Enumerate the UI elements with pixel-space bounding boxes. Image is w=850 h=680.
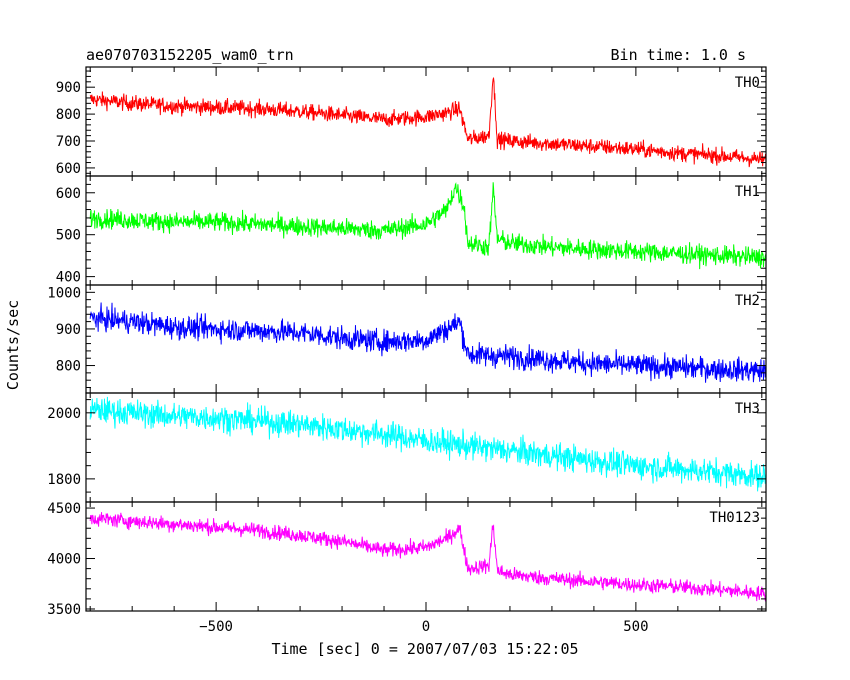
series-label: TH3 — [735, 401, 760, 417]
y-tick-label: 2000 — [47, 406, 81, 422]
panel-th2: 800 900 1000 TH2 — [47, 284, 767, 394]
y-tick-label: 500 — [56, 228, 81, 244]
series-line-th3 — [89, 396, 766, 492]
bin-time-label: Bin time: 1.0 s — [611, 46, 746, 64]
panels-group: 600 700 800 900 TH0 400 500 600 TH1 800 900 1000 TH2… — [47, 66, 767, 635]
x-tick-label: 500 — [623, 619, 648, 635]
panel-th0123: 3500 4000 4500 TH0123 — [47, 501, 767, 618]
y-tick-label: 3500 — [47, 602, 81, 618]
series-line-th1 — [89, 182, 766, 270]
x-axis-label: Time [sec] 0 = 2007/07/03 15:22:05 — [271, 640, 578, 658]
panel-th0: 600 700 800 900 TH0 — [56, 66, 767, 177]
panel-th1: 400 500 600 TH1 — [56, 175, 767, 286]
y-tick-label: 4500 — [47, 501, 81, 517]
series-label: TH0 — [735, 75, 760, 91]
x-tick-label: −500 — [199, 619, 233, 635]
series-label: TH2 — [735, 293, 760, 309]
series-label: TH0123 — [709, 510, 760, 526]
panel-frame — [85, 175, 767, 286]
series-line-th0123 — [89, 512, 766, 602]
y-tick-label: 800 — [56, 359, 81, 375]
y-tick-label: 600 — [56, 161, 81, 177]
y-axis-label: Counts/sec — [4, 300, 22, 390]
panel-frame — [85, 392, 767, 503]
series-line-th2 — [89, 302, 766, 383]
x-tick-label: 0 — [422, 619, 430, 635]
y-tick-label: 900 — [56, 322, 81, 338]
y-tick-label: 1800 — [47, 472, 81, 488]
chart-title: ae070703152205_wam0_trn — [86, 46, 294, 64]
panel-frame — [85, 501, 767, 612]
series-label: TH1 — [735, 184, 760, 200]
y-tick-label: 4000 — [47, 552, 81, 568]
panel-th3: 1800 2000 TH3 — [47, 392, 767, 503]
y-tick-label: 900 — [56, 80, 81, 96]
y-tick-label: 800 — [56, 107, 81, 123]
y-tick-label: 1000 — [47, 285, 81, 301]
series-line-th0 — [89, 76, 766, 168]
y-tick-label: 400 — [56, 270, 81, 286]
y-tick-label: 700 — [56, 134, 81, 150]
y-tick-label: 600 — [56, 186, 81, 202]
